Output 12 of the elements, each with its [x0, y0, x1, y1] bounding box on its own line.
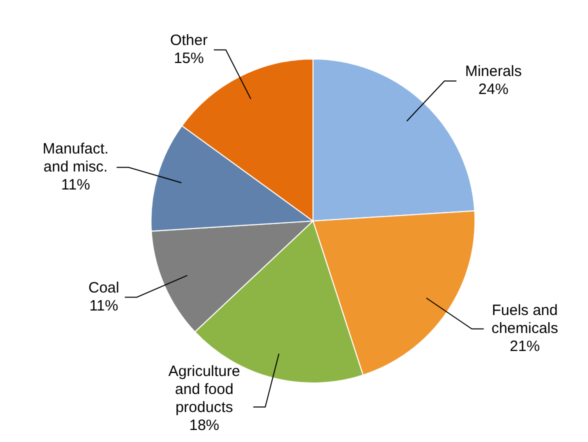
slice-label: Minerals — [465, 63, 522, 80]
slice-label: Manufact. and misc. — [42, 140, 109, 176]
data-label: 15% — [174, 50, 204, 67]
data-label: 24% — [478, 81, 508, 98]
data-label: 11% — [89, 297, 118, 314]
slice-label: Fuels and chemicals — [491, 302, 558, 337]
data-label: 21% — [510, 338, 540, 355]
slice-label: Coal — [88, 279, 120, 296]
data-label: 11% — [61, 176, 90, 194]
slice-label: Agriculture and food products — [168, 362, 240, 416]
slice-label: Other — [170, 32, 208, 49]
data-label: 18% — [189, 416, 220, 434]
